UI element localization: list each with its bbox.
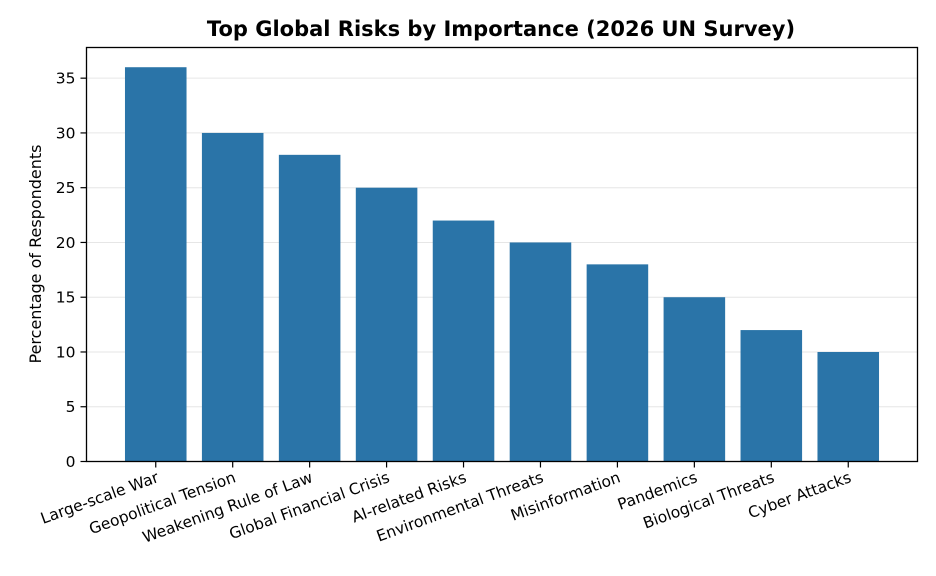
- x-tick-label: Biological Threats: [641, 468, 777, 532]
- bar: [355, 187, 418, 462]
- y-axis: 0 5 10 15 20 25 30 35: [56, 70, 87, 471]
- y-tick-label: 5: [66, 398, 76, 416]
- chart-title: Top Global Risks by Importance (2026 UN …: [207, 17, 795, 41]
- bar: [201, 132, 264, 462]
- y-tick-label: 10: [56, 343, 76, 361]
- bar: [740, 330, 803, 462]
- bars: [124, 67, 880, 462]
- bar: [586, 264, 649, 462]
- y-tick-label: 30: [56, 124, 76, 142]
- bar: [817, 351, 880, 462]
- plot-frame: [85, 46, 919, 463]
- y-tick-label: 0: [66, 453, 76, 471]
- y-tick-label: 20: [56, 234, 76, 252]
- bar: [278, 154, 341, 462]
- bar: [663, 297, 726, 462]
- bar: [124, 67, 187, 462]
- bar: [509, 242, 572, 462]
- y-tick-label: 15: [56, 289, 76, 307]
- y-tick-label: 35: [56, 70, 76, 88]
- y-axis-label: Percentage of Respondents: [26, 144, 45, 363]
- y-tick-label: 25: [56, 179, 76, 197]
- bar: [432, 220, 495, 462]
